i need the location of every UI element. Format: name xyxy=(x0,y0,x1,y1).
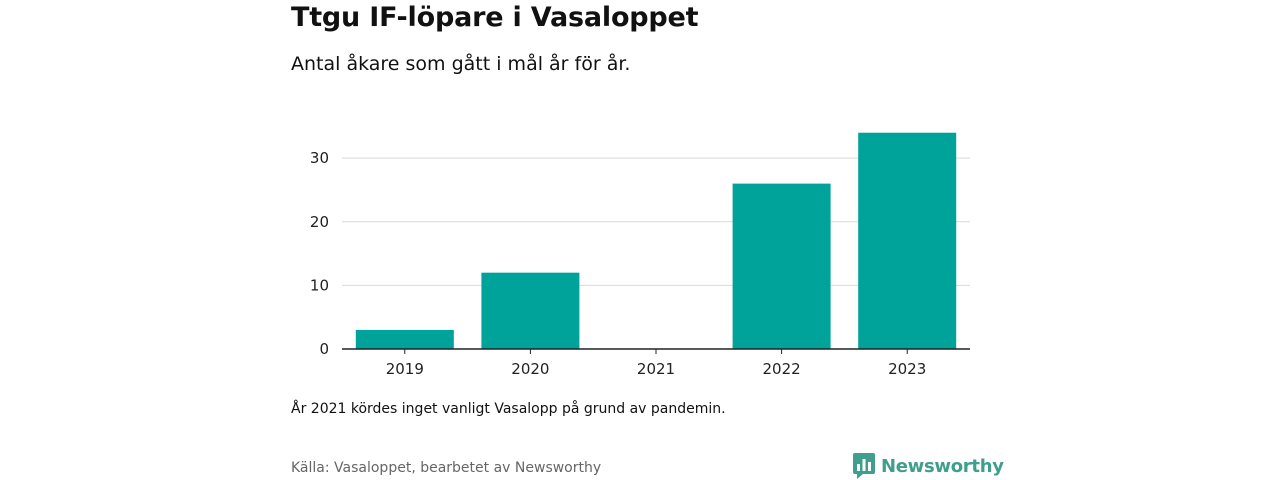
bar-2023 xyxy=(858,132,957,349)
bar-chart-speech-bubble-icon xyxy=(853,453,875,479)
x-tick-label: 2021 xyxy=(637,360,675,378)
chart-subtitle: Antal åkare som gått i mål år för år. xyxy=(291,53,631,75)
x-tick-label: 2019 xyxy=(386,360,424,378)
y-tick-label: 10 xyxy=(310,276,329,294)
x-tick-label: 2023 xyxy=(888,360,926,378)
x-tick-label: 2022 xyxy=(763,360,801,378)
newsworthy-logo: Newsworthy xyxy=(853,453,1004,479)
axes: 0 10 20 30 2019 2020 2021 2022 2023 xyxy=(310,149,970,378)
source-credit: Källa: Vasaloppet, bearbetet av Newswort… xyxy=(291,460,602,476)
bars xyxy=(355,132,957,349)
bar-2019 xyxy=(355,329,454,349)
y-tick-label: 0 xyxy=(319,340,329,358)
brand-name: Newsworthy xyxy=(881,455,1004,477)
chart-note: År 2021 kördes inget vanligt Vasalopp på… xyxy=(291,401,726,417)
bar-2022 xyxy=(732,183,831,349)
x-tick-label: 2020 xyxy=(511,360,549,378)
chart-title: Ttgu IF-löpare i Vasaloppet xyxy=(291,2,699,33)
bar-2020 xyxy=(481,272,580,349)
y-tick-label: 30 xyxy=(310,149,329,167)
y-tick-label: 20 xyxy=(310,213,329,231)
